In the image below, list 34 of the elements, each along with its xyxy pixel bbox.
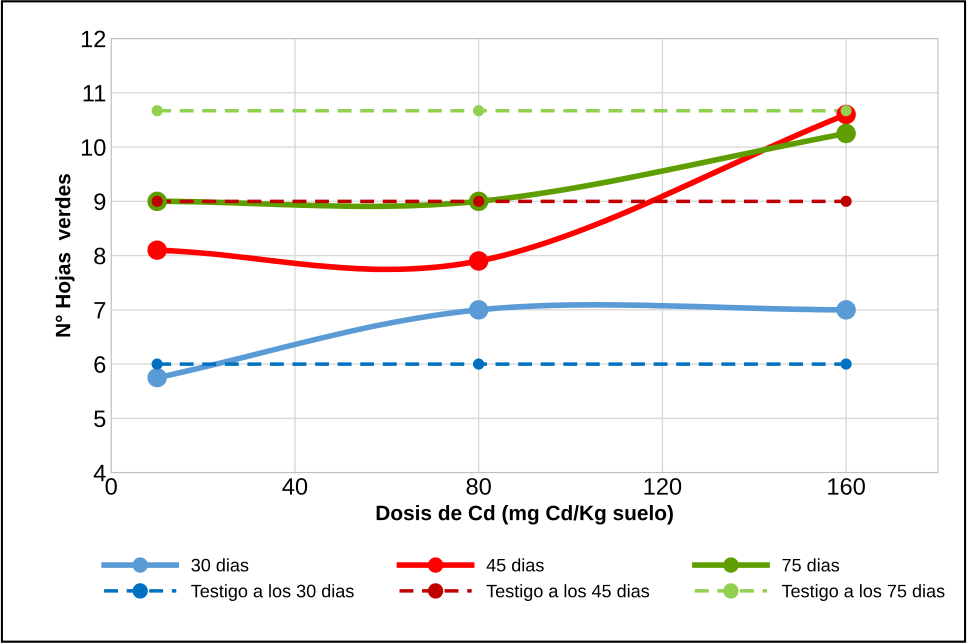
y-tick-label: 10 — [82, 139, 106, 156]
y-tick-label: 12 — [82, 30, 106, 48]
legend-label: Testigo a los 45 dias — [486, 584, 650, 601]
y-tick-label: 4 — [94, 464, 106, 482]
legend-label: 75 dias — [782, 558, 840, 572]
point — [147, 368, 167, 388]
legend-label: Testigo a los 75 dias — [782, 584, 944, 601]
point — [147, 240, 167, 260]
y-tick-label: 5 — [94, 410, 106, 428]
y-tick-label: 6 — [94, 356, 106, 373]
point — [468, 300, 488, 320]
point — [468, 251, 488, 271]
x-tick-label: 80 — [466, 478, 491, 495]
y-axis-title: N° Hojas verdes — [55, 174, 75, 337]
point — [840, 196, 852, 207]
legend-label: Testigo a los 30 dias — [191, 584, 354, 601]
x-tick-label: 40 — [282, 478, 308, 495]
y-tick-label: 8 — [94, 248, 106, 264]
y-tick-label: 7 — [94, 302, 106, 318]
point — [836, 124, 856, 144]
x-tick-label: 160 — [828, 478, 865, 495]
legend-label: 30 dias — [191, 558, 248, 572]
point — [152, 358, 163, 370]
legend-label: 45 dias — [486, 558, 544, 572]
y-tick-label: 9 — [94, 193, 106, 210]
point — [473, 358, 484, 370]
point — [836, 300, 856, 320]
point — [152, 105, 163, 116]
x-axis-title: Dosis de Cd (mg Cd/Kg suelo) — [376, 505, 673, 525]
x-tick-label: 120 — [644, 478, 682, 495]
y-tick-label: 11 — [84, 85, 106, 102]
x-tick-label: 0 — [106, 478, 117, 495]
point — [840, 358, 852, 370]
point — [473, 105, 484, 116]
